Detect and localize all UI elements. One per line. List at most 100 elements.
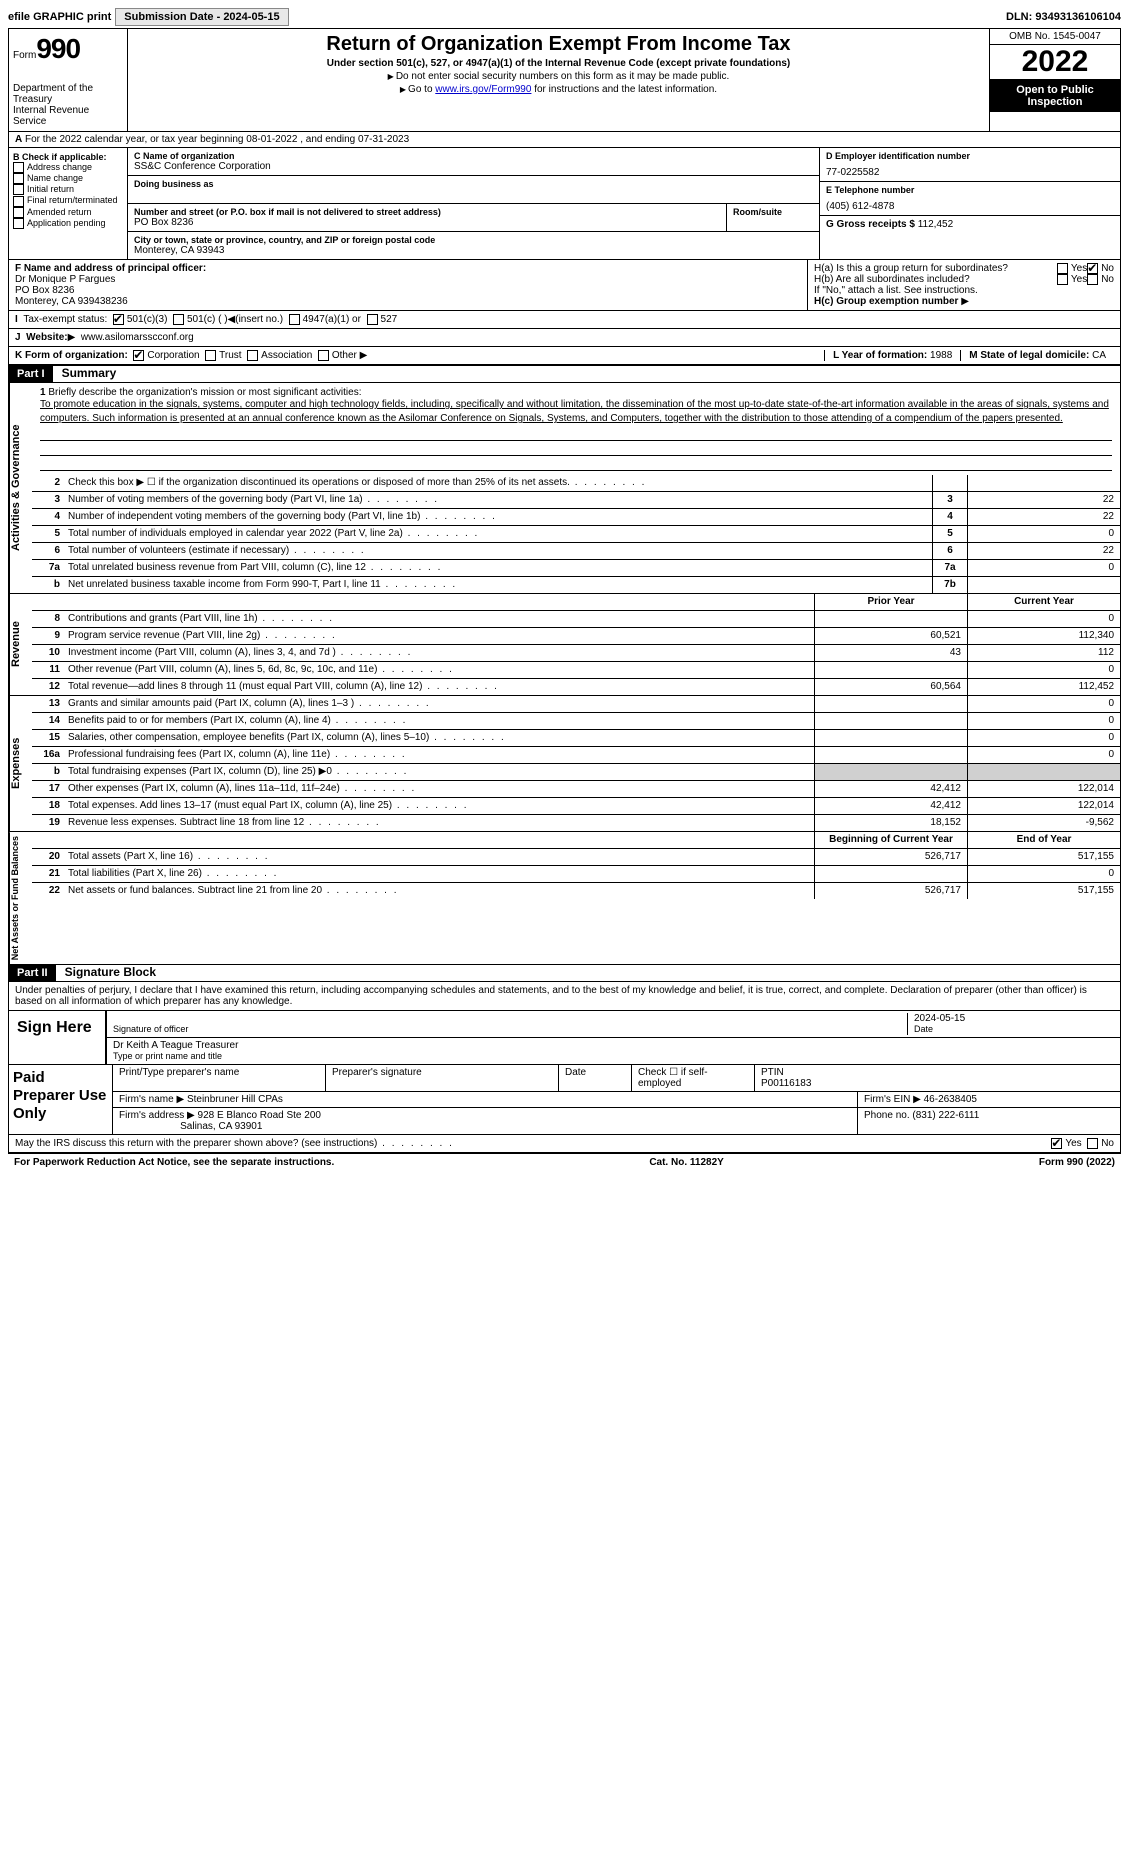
org-name: SS&C Conference Corporation bbox=[134, 161, 813, 172]
submission-date-button[interactable]: Submission Date - 2024-05-15 bbox=[115, 8, 288, 26]
efile-label: efile GRAPHIC print bbox=[8, 11, 111, 23]
rev-section: Revenue Prior Year Current Year 8Contrib… bbox=[9, 593, 1120, 695]
rev-header: Prior Year Current Year bbox=[32, 594, 1120, 611]
irs-label: Internal Revenue Service bbox=[13, 105, 123, 127]
open-public-badge: Open to Public Inspection bbox=[990, 80, 1120, 112]
form-container: Form990 Department of the Treasury Inter… bbox=[8, 28, 1121, 1154]
summary-line: 22Net assets or fund balances. Subtract … bbox=[32, 883, 1120, 899]
summary-line: 12Total revenue—add lines 8 through 11 (… bbox=[32, 679, 1120, 695]
mission-block: 1 Briefly describe the organization's mi… bbox=[32, 383, 1120, 475]
box-b: B Check if applicable: Address change Na… bbox=[9, 148, 128, 259]
part2-header: Part II Signature Block bbox=[9, 964, 1120, 982]
row-a-period: A For the 2022 calendar year, or tax yea… bbox=[9, 132, 1120, 148]
firm-ein: 46-2638405 bbox=[924, 1094, 977, 1105]
header-center: Return of Organization Exempt From Incom… bbox=[128, 29, 989, 131]
org-city: Monterey, CA 93943 bbox=[134, 245, 813, 256]
dln-label: DLN: 93493136106104 bbox=[1006, 11, 1121, 23]
na-header: Beginning of Current Year End of Year bbox=[32, 832, 1120, 849]
header-left: Form990 Department of the Treasury Inter… bbox=[9, 29, 128, 131]
top-bar: efile GRAPHIC print Submission Date - 20… bbox=[8, 8, 1121, 26]
summary-line: 2Check this box ▶ ☐ if the organization … bbox=[32, 475, 1120, 492]
summary-line: 13Grants and similar amounts paid (Part … bbox=[32, 696, 1120, 713]
summary-line: 9Program service revenue (Part VIII, lin… bbox=[32, 628, 1120, 645]
form-number: 990 bbox=[36, 33, 80, 64]
chk-initial: Initial return bbox=[13, 184, 123, 195]
form-word: Form bbox=[13, 50, 36, 61]
form-header: Form990 Department of the Treasury Inter… bbox=[9, 29, 1120, 132]
part1-header: Part I Summary bbox=[9, 365, 1120, 383]
exp-tab: Expenses bbox=[9, 696, 32, 831]
na-section: Net Assets or Fund Balances Beginning of… bbox=[9, 831, 1120, 964]
chk-name: Name change bbox=[13, 173, 123, 184]
row-j-website: J Website: ▶ www.asilomarsscconf.org bbox=[9, 329, 1120, 347]
summary-line: 17Other expenses (Part IX, column (A), l… bbox=[32, 781, 1120, 798]
addr-cell: Number and street (or P.O. box if mail i… bbox=[128, 204, 819, 232]
ein-value: 77-0225582 bbox=[826, 167, 1114, 178]
summary-line: 8Contributions and grants (Part VIII, li… bbox=[32, 611, 1120, 628]
ptin-value: P00116183 bbox=[761, 1078, 811, 1089]
ein-cell: D Employer identification number 77-0225… bbox=[820, 148, 1120, 182]
summary-line: 7aTotal unrelated business revenue from … bbox=[32, 560, 1120, 577]
rev-tab: Revenue bbox=[9, 594, 32, 695]
sign-here-label: Sign Here bbox=[9, 1011, 105, 1064]
gross-cell: G Gross receipts $ 112,452 bbox=[820, 216, 1120, 233]
firm-phone: (831) 222-6111 bbox=[912, 1110, 979, 1121]
dept-label: Department of the Treasury bbox=[13, 83, 123, 105]
ag-section: Activities & Governance 1 Briefly descri… bbox=[9, 383, 1120, 593]
ag-tab: Activities & Governance bbox=[9, 383, 32, 593]
city-cell: City or town, state or province, country… bbox=[128, 232, 819, 259]
summary-line: bTotal fundraising expenses (Part IX, co… bbox=[32, 764, 1120, 781]
section-bcd: B Check if applicable: Address change Na… bbox=[9, 148, 1120, 260]
summary-line: 21Total liabilities (Part X, line 26)0 bbox=[32, 866, 1120, 883]
mission-text: To promote education in the signals, sys… bbox=[40, 399, 1109, 424]
summary-line: 20Total assets (Part X, line 16)526,7175… bbox=[32, 849, 1120, 866]
footer: For Paperwork Reduction Act Notice, see … bbox=[8, 1154, 1121, 1171]
summary-line: 11Other revenue (Part VIII, column (A), … bbox=[32, 662, 1120, 679]
box-h: H(a) Is this a group return for subordin… bbox=[808, 260, 1120, 310]
preparer-row: Paid Preparer Use Only Print/Type prepar… bbox=[9, 1065, 1120, 1135]
box-f: F Name and address of principal officer:… bbox=[9, 260, 808, 310]
na-tab: Net Assets or Fund Balances bbox=[9, 832, 32, 964]
chk-final: Final return/terminated bbox=[13, 195, 123, 206]
summary-line: 5Total number of individuals employed in… bbox=[32, 526, 1120, 543]
summary-line: 15Salaries, other compensation, employee… bbox=[32, 730, 1120, 747]
form-note2: Go to www.irs.gov/Form990 for instructio… bbox=[132, 84, 985, 95]
chk-amended: Amended return bbox=[13, 207, 123, 218]
chk-pending: Application pending bbox=[13, 218, 123, 229]
perjury-text: Under penalties of perjury, I declare th… bbox=[9, 982, 1120, 1011]
form-subtitle: Under section 501(c), 527, or 4947(a)(1)… bbox=[132, 58, 985, 69]
box-de: D Employer identification number 77-0225… bbox=[819, 148, 1120, 259]
summary-line: 16aProfessional fundraising fees (Part I… bbox=[32, 747, 1120, 764]
dba-cell: Doing business as bbox=[128, 176, 819, 204]
chk-address: Address change bbox=[13, 162, 123, 173]
form-title: Return of Organization Exempt From Incom… bbox=[132, 33, 985, 56]
firm-name: Steinbruner Hill CPAs bbox=[187, 1094, 283, 1105]
phone-value: (405) 612-4878 bbox=[826, 201, 1114, 212]
row-k-form-org: K Form of organization: Corporation Trus… bbox=[9, 347, 1120, 365]
signature-block: Under penalties of perjury, I declare th… bbox=[9, 982, 1120, 1153]
org-address: PO Box 8236 bbox=[134, 217, 720, 228]
section-fh: F Name and address of principal officer:… bbox=[9, 260, 1120, 311]
officer-name: Dr Keith A Teague Treasurer bbox=[113, 1040, 238, 1051]
summary-line: bNet unrelated business taxable income f… bbox=[32, 577, 1120, 593]
tax-year: 2022 bbox=[990, 45, 1120, 80]
summary-line: 6Total number of volunteers (estimate if… bbox=[32, 543, 1120, 560]
preparer-label: Paid Preparer Use Only bbox=[9, 1065, 112, 1134]
gross-value: 112,452 bbox=[918, 219, 953, 230]
summary-line: 4Number of independent voting members of… bbox=[32, 509, 1120, 526]
summary-line: 18Total expenses. Add lines 13–17 (must … bbox=[32, 798, 1120, 815]
summary-line: 14Benefits paid to or for members (Part … bbox=[32, 713, 1120, 730]
website-value: www.asilomarsscconf.org bbox=[81, 332, 194, 343]
exp-section: Expenses 13Grants and similar amounts pa… bbox=[9, 695, 1120, 831]
summary-line: 3Number of voting members of the governi… bbox=[32, 492, 1120, 509]
org-name-cell: C Name of organization SS&C Conference C… bbox=[128, 148, 819, 176]
box-b-title: B Check if applicable: bbox=[13, 152, 123, 162]
sign-here-row: Sign Here Signature of officer 2024-05-1… bbox=[9, 1011, 1120, 1065]
omb-number: OMB No. 1545-0047 bbox=[990, 29, 1120, 45]
summary-line: 10Investment income (Part VIII, column (… bbox=[32, 645, 1120, 662]
irs-link[interactable]: www.irs.gov/Form990 bbox=[435, 84, 531, 95]
discuss-row: May the IRS discuss this return with the… bbox=[9, 1135, 1120, 1153]
form-note1: Do not enter social security numbers on … bbox=[132, 71, 985, 82]
phone-cell: E Telephone number (405) 612-4878 bbox=[820, 182, 1120, 216]
row-i-tax-status: I Tax-exempt status: 501(c)(3) 501(c) ( … bbox=[9, 311, 1120, 329]
